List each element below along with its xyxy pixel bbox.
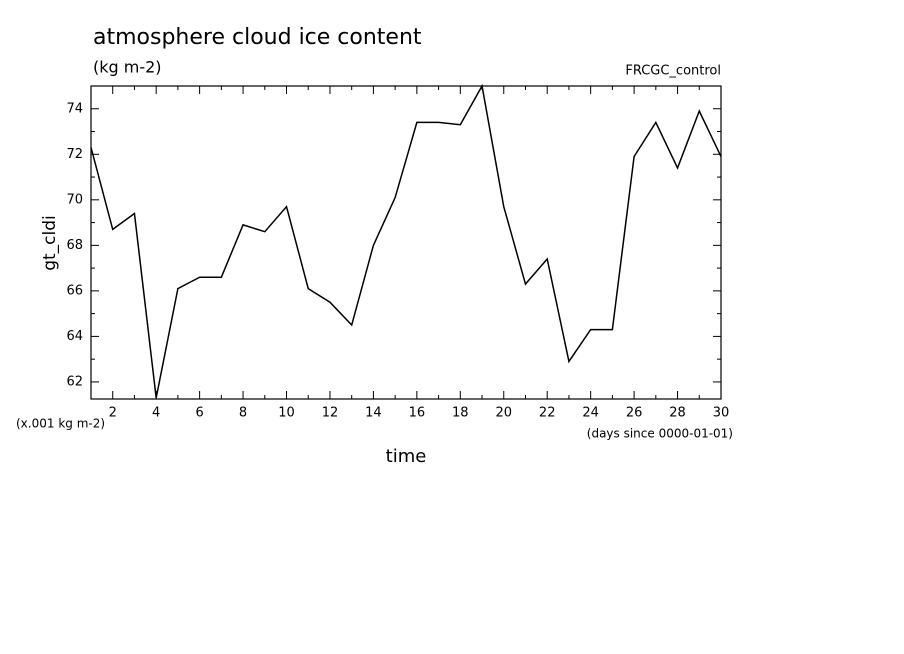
y-tick-label: 64 — [66, 329, 83, 344]
x-tick-label: 20 — [495, 406, 512, 421]
chart-subtitle: (kg m-2) — [93, 58, 162, 77]
x-axis-label: time — [386, 446, 427, 467]
annotation: FRCGC_control — [625, 64, 721, 79]
x-tick-label: 4 — [152, 406, 160, 421]
x-tick-label: 24 — [582, 406, 599, 421]
y-tick-label: 74 — [66, 101, 83, 116]
y-tick-label: 68 — [66, 238, 83, 253]
x-tick-label: 28 — [669, 406, 686, 421]
x-tick-label: 14 — [365, 406, 382, 421]
x-tick-label: 8 — [239, 406, 247, 421]
plot-frame — [90, 85, 722, 400]
x-tick-label: 26 — [626, 406, 643, 421]
y-tick-label: 62 — [66, 374, 83, 389]
x-tick-label: 10 — [278, 406, 295, 421]
x-tick-label: 16 — [409, 406, 426, 421]
y-axis-label: gt_cldi — [40, 215, 60, 271]
x-tick-label: 2 — [109, 406, 117, 421]
x-tick-label: 12 — [322, 406, 339, 421]
data-line — [90, 83, 722, 399]
y-tick-label: 66 — [66, 283, 83, 298]
y-tick-label: 70 — [66, 192, 83, 207]
x-unit-label: (days since 0000-01-01) — [587, 427, 733, 441]
x-tick-label: 18 — [452, 406, 469, 421]
x-tick-label: 22 — [539, 406, 556, 421]
y-unit-label: (x.001 kg m-2) — [16, 417, 105, 431]
y-tick-label: 72 — [66, 147, 83, 162]
x-tick-label: 30 — [713, 406, 730, 421]
chart-title: atmosphere cloud ice content — [93, 25, 422, 50]
x-tick-label: 6 — [195, 406, 203, 421]
